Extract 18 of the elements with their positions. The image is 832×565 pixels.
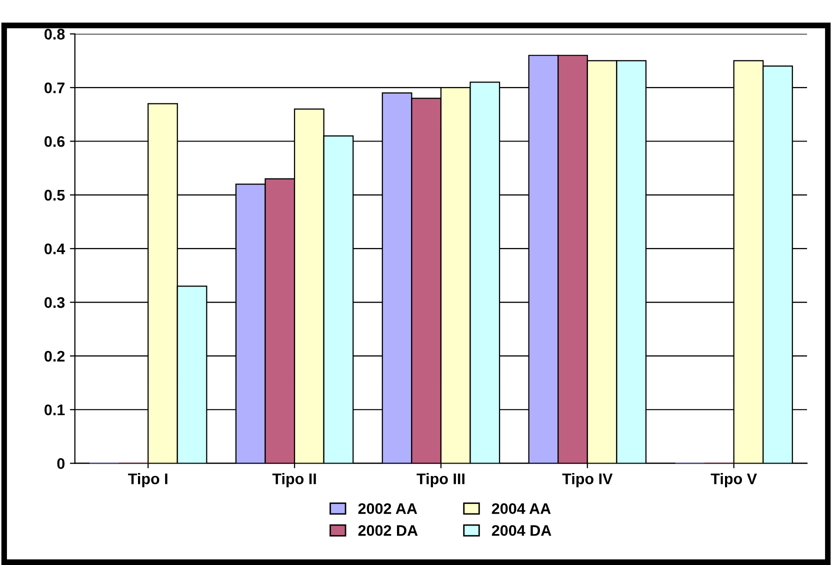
y-tick-label: 0.8: [44, 28, 65, 40]
y-tick-label: 0.5: [44, 190, 65, 201]
legend-label: 2004 AA: [492, 503, 551, 514]
x-tick-label: Tipo II: [272, 473, 316, 488]
y-tick-label: 0.7: [44, 82, 64, 94]
y-tick-label: 0.2: [44, 350, 65, 362]
legend-label: 2002 AA: [358, 503, 418, 514]
x-tick-label: Tipo IV: [562, 473, 613, 488]
y-tick-label: 0: [57, 458, 65, 469]
legend-label: 2002 DA: [358, 525, 418, 536]
legend-label: 2004 DA: [492, 525, 552, 536]
x-tick-label: Tipo III: [416, 473, 464, 488]
y-tick-label: 0.1: [44, 404, 65, 416]
y-tick-label: 0.6: [44, 136, 65, 147]
y-tick-label: 0.3: [44, 297, 65, 308]
x-tick-label: Tipo V: [710, 473, 757, 488]
x-tick-label: Tipo I: [128, 473, 168, 488]
y-tick-label: 0.4: [44, 243, 66, 254]
